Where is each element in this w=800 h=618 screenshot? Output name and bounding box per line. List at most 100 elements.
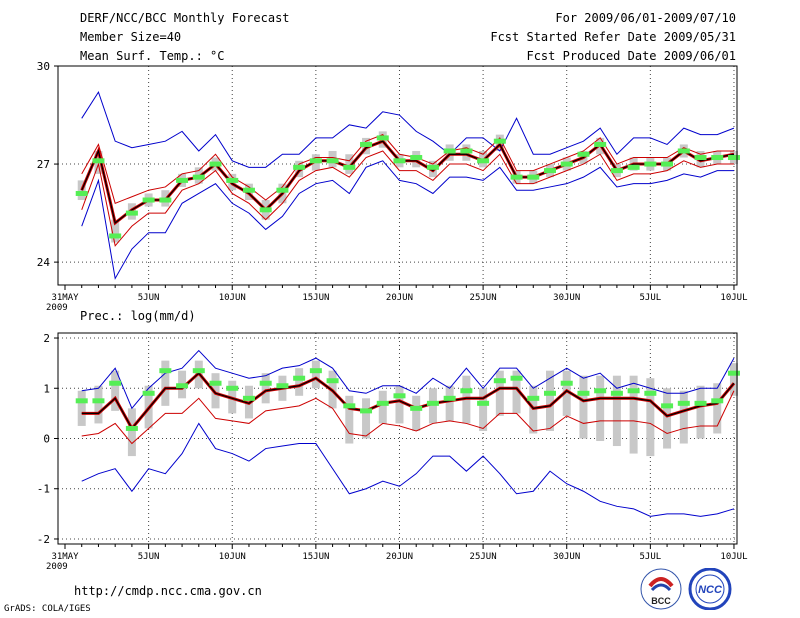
median-marker (343, 164, 356, 170)
spread-box (345, 395, 354, 444)
x-year-label: 2009 (46, 303, 68, 313)
median-marker (644, 161, 657, 167)
median-marker (226, 177, 239, 183)
forecast-period-label: For 2009/06/01-2009/07/10 (555, 11, 736, 25)
series-min-line (81, 422, 735, 517)
median-marker (276, 187, 289, 193)
median-marker (727, 155, 740, 161)
series-mean-line (81, 140, 735, 224)
x-tick-label: 30JUN (553, 552, 580, 562)
chart-panel-1: 24 27 30 31MAY 5JUN 10JUN 15JUN 20JUN 25JUN 30JUN… (37, 60, 748, 313)
panel2-title: Prec.: log(mm/d) (80, 309, 196, 323)
median-marker (627, 388, 640, 394)
median-marker (560, 161, 573, 167)
median-marker (343, 403, 356, 409)
spread-box (629, 375, 638, 454)
median-marker (276, 383, 289, 389)
median-marker (677, 148, 690, 154)
x-year-label: 2009 (46, 562, 68, 572)
median-marker (242, 187, 255, 193)
spread-box (412, 395, 421, 431)
median-marker (209, 380, 222, 386)
median-marker (493, 138, 506, 144)
ncc-logo-text: NCC (698, 584, 723, 596)
median-marker (309, 158, 322, 164)
y-tick-label: -1 (37, 483, 50, 496)
median-marker (376, 400, 389, 406)
median-marker (159, 368, 172, 374)
median-marker (142, 390, 155, 396)
median-marker (326, 378, 339, 384)
median-marker (393, 393, 406, 399)
y-tick-label: 1 (43, 382, 50, 395)
x-tick-label: 25JUN (470, 293, 497, 303)
median-marker (694, 155, 707, 161)
fcst-started-label: Fcst Started Refer Date 2009/05/31 (490, 30, 736, 44)
median-marker (727, 370, 740, 376)
median-marker (426, 400, 439, 406)
median-marker (410, 405, 423, 411)
source-url[interactable]: http://cmdp.ncc.cma.gov.cn (74, 584, 262, 598)
median-marker (443, 395, 456, 401)
x-tick-label: 10JUN (219, 293, 246, 303)
median-marker (259, 207, 272, 213)
spread-box (428, 388, 437, 424)
x-tick-label: 31MAY (51, 293, 79, 303)
median-marker (109, 233, 122, 239)
x-tick-label: 30JUN (553, 293, 580, 303)
spread-box (127, 408, 136, 457)
member-size-label: Member Size=40 (80, 30, 182, 44)
median-marker (259, 380, 272, 386)
median-marker (360, 408, 373, 414)
median-marker (594, 141, 607, 147)
spread-box (612, 375, 621, 447)
spread-box (345, 154, 354, 174)
y-tick-label: -2 (37, 533, 50, 546)
x-tick-label: 10JUN (219, 552, 246, 562)
x-tick-label: 20JUN (386, 552, 413, 562)
spread-box (596, 375, 605, 442)
median-marker (711, 155, 724, 161)
median-marker (192, 174, 205, 180)
bcc-logo-text: BCC (651, 596, 671, 606)
median-marker (477, 158, 490, 164)
median-marker (527, 395, 540, 401)
spread-box (713, 383, 722, 434)
median-marker (376, 135, 389, 141)
median-marker (577, 151, 590, 157)
y-tick-label: 30 (37, 60, 50, 73)
median-marker (460, 388, 473, 394)
x-tick-label: 31MAY (51, 552, 79, 562)
median-marker (477, 400, 490, 406)
median-marker (527, 174, 540, 180)
spread-box (495, 370, 504, 416)
spread-box (479, 388, 488, 431)
ncc-logo: NCC (688, 567, 732, 611)
y-tick-label: 24 (37, 256, 51, 269)
median-marker (694, 400, 707, 406)
median-marker (510, 375, 523, 381)
spread-box (362, 398, 371, 439)
chart-title: DERF/NCC/BCC Monthly Forecast (80, 11, 290, 25)
spread-box (546, 370, 554, 431)
x-tick-label: 20JUN (386, 293, 413, 303)
spread-box (663, 388, 672, 449)
median-marker (92, 398, 105, 404)
median-marker (209, 161, 222, 167)
spread-box (94, 385, 103, 424)
median-marker (176, 177, 189, 183)
x-tick-label: 5JUL (640, 552, 662, 562)
x-tick-label: 5JUL (640, 293, 662, 303)
x-tick-label: 25JUN (470, 552, 497, 562)
median-marker (426, 164, 439, 170)
series-p10-line (81, 150, 734, 247)
median-marker (460, 148, 473, 154)
spread-box (512, 370, 521, 414)
series-p10-line (81, 390, 735, 445)
x-tick-label: 10JUL (720, 293, 747, 303)
y-tick-label: 27 (37, 158, 50, 171)
median-marker (610, 168, 623, 174)
chart-panel-2: -2 -1 0 1 2 31MAY 5JUN 10JUN 15JUN 20JUN 25JUN 30JU… (37, 332, 748, 572)
spread-box (679, 390, 688, 444)
median-marker (661, 403, 674, 409)
